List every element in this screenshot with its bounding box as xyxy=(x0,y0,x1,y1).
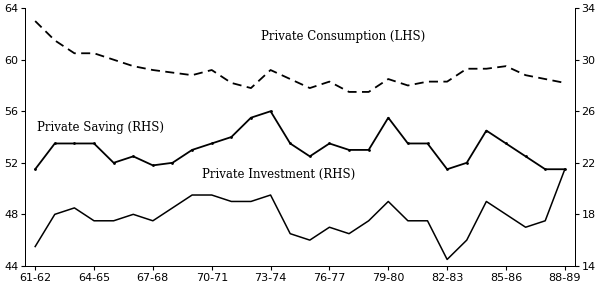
Text: Private Saving (RHS): Private Saving (RHS) xyxy=(37,121,164,133)
Text: Private Consumption (LHS): Private Consumption (LHS) xyxy=(261,30,425,43)
Text: Private Investment (RHS): Private Investment (RHS) xyxy=(202,168,355,181)
